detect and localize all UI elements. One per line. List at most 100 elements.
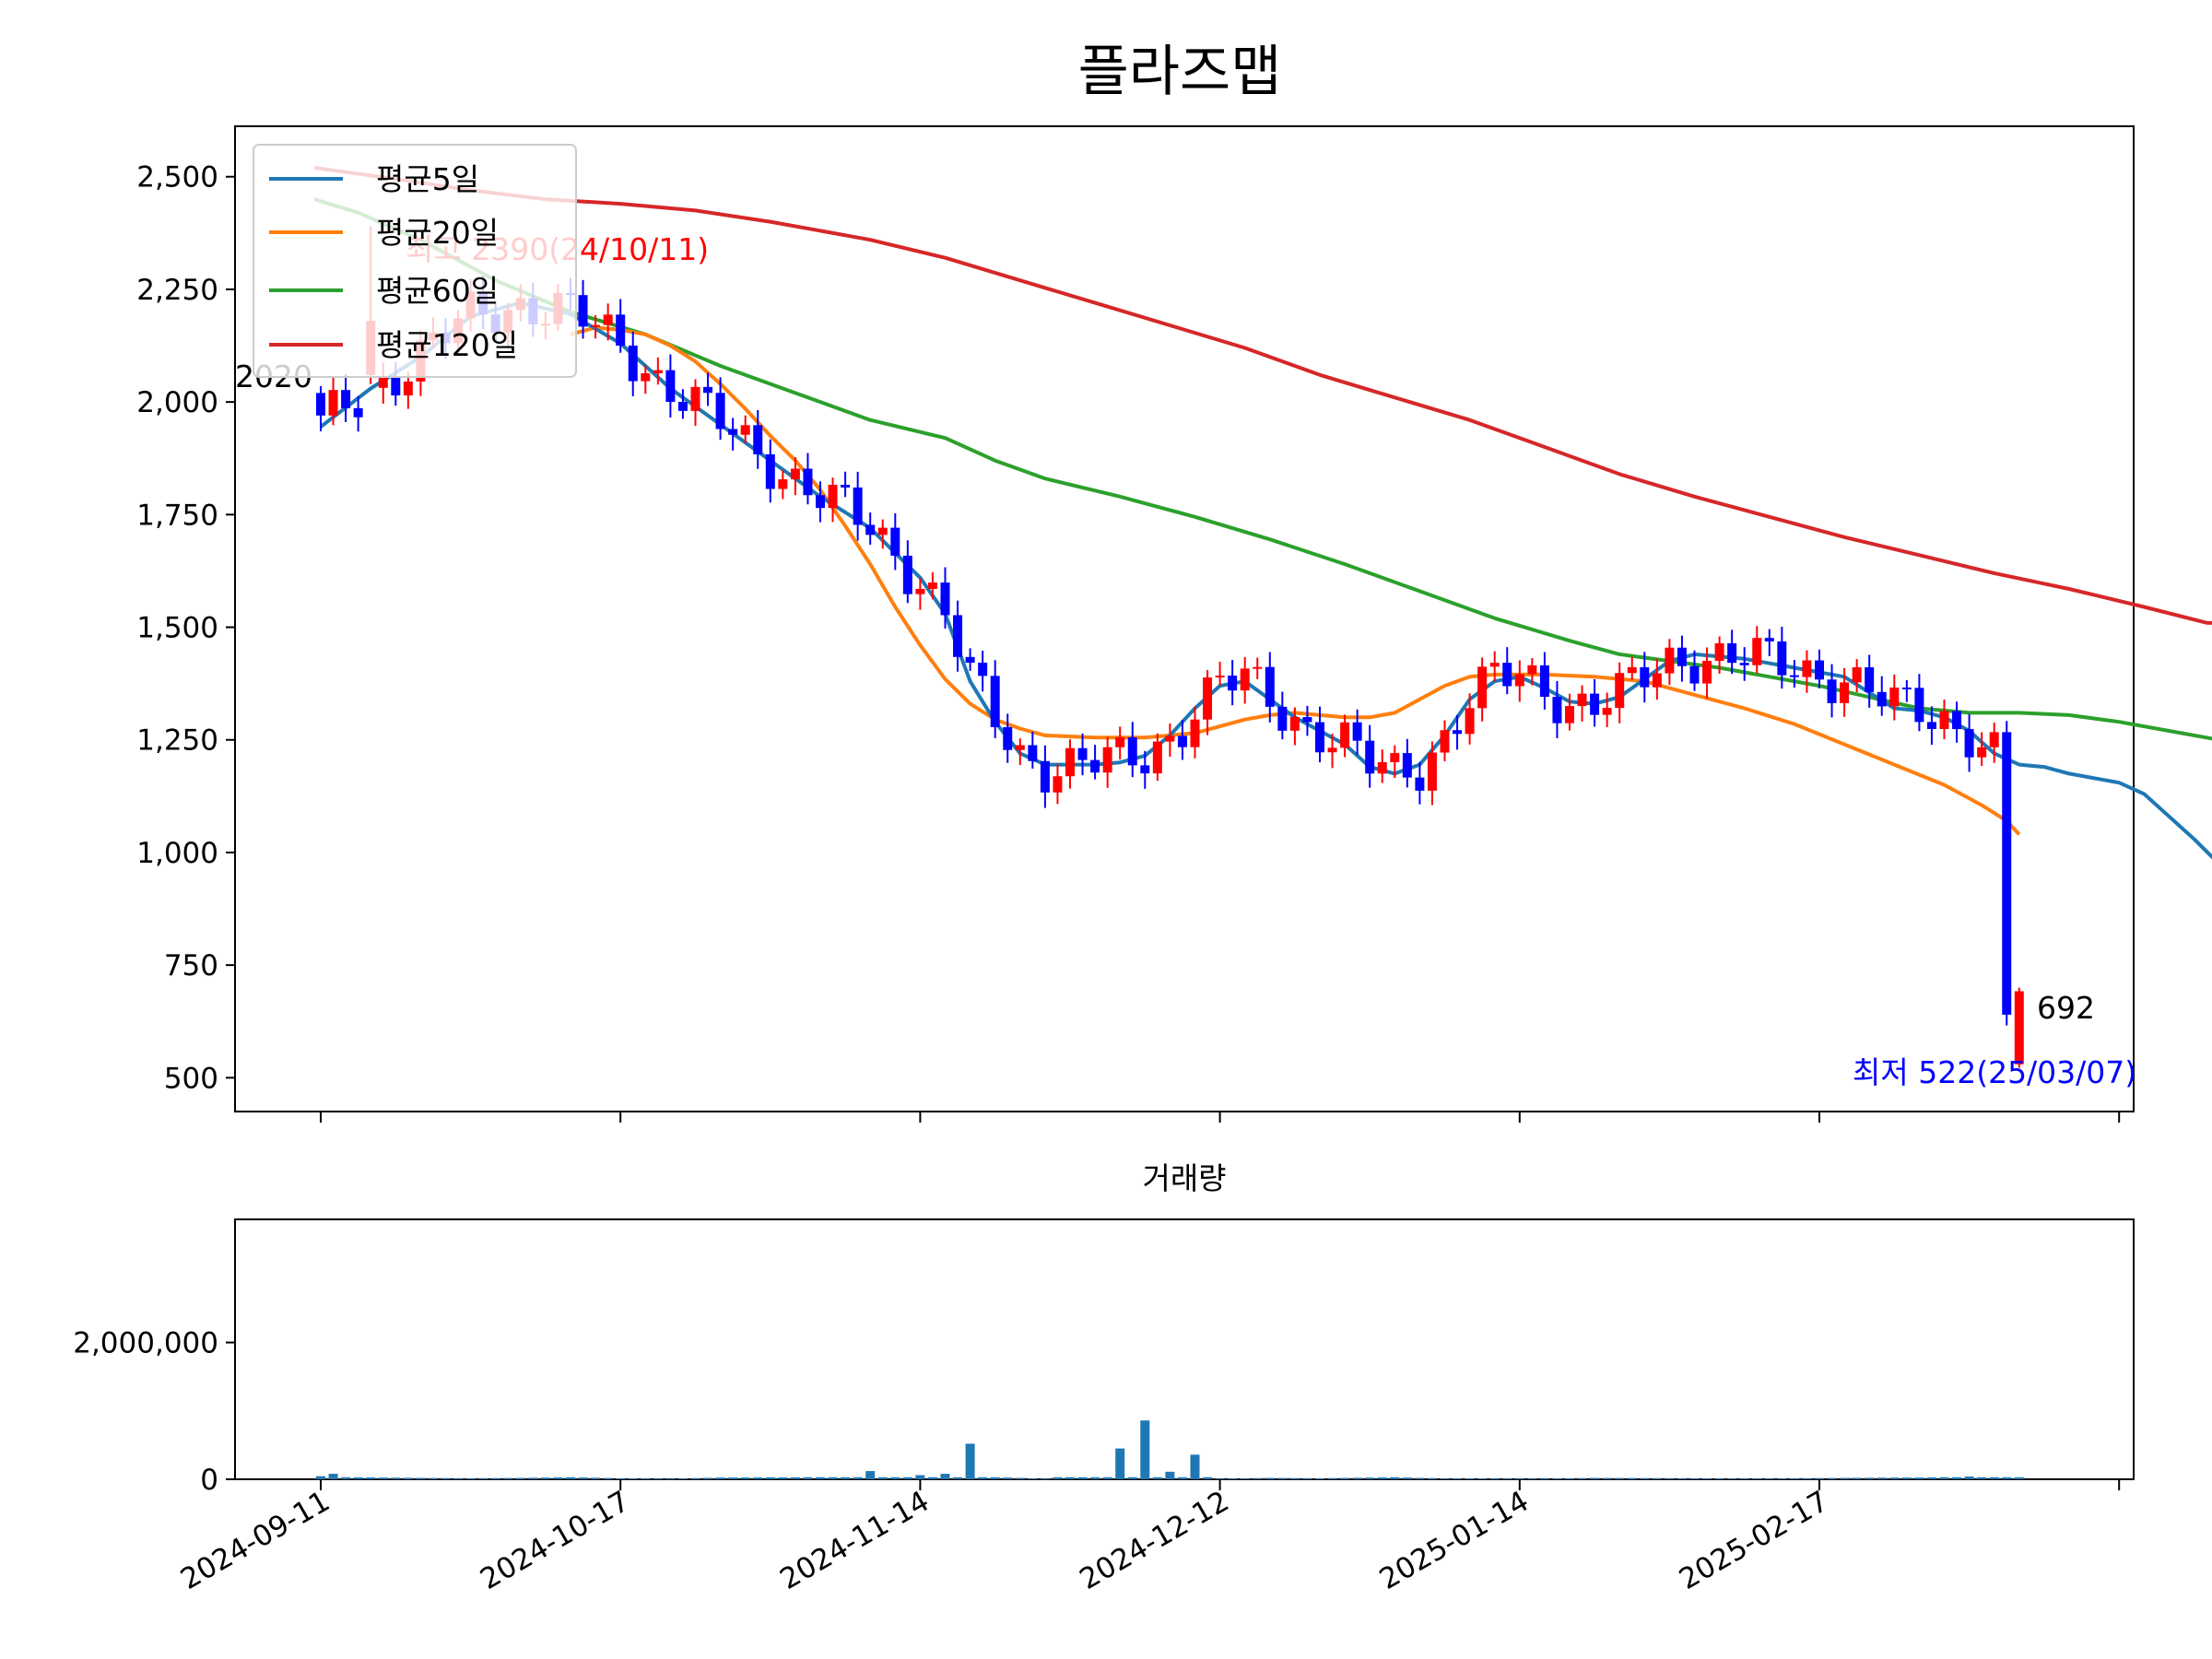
volume-bar <box>428 1477 438 1479</box>
candle-body <box>1477 666 1488 709</box>
candle-body <box>990 676 1000 727</box>
candle-body <box>1302 717 1312 723</box>
candle-body <box>1665 647 1675 674</box>
volume-bar <box>1914 1477 1924 1479</box>
volume-bar <box>1977 1477 1987 1479</box>
volume-bar <box>1302 1477 1312 1479</box>
price-ytick-label: 1,500 <box>136 612 218 645</box>
candle-body <box>1152 741 1162 774</box>
candle-body <box>1727 642 1737 664</box>
volume-bar <box>1065 1477 1075 1479</box>
low-price-label: 최저 522(25/03/07) <box>1853 1054 2136 1090</box>
volume-bar <box>1827 1477 1837 1479</box>
candle-body <box>1989 732 1999 747</box>
candle-body <box>877 527 888 535</box>
volume-bar <box>503 1477 513 1479</box>
candle-body <box>1327 747 1337 753</box>
volume-bar <box>1964 1477 1974 1479</box>
candle-body <box>1228 676 1238 691</box>
volume-bar <box>1203 1477 1213 1479</box>
volume-bar <box>915 1475 925 1479</box>
candle-body <box>816 495 825 509</box>
volume-bar <box>353 1477 363 1479</box>
volume-bar <box>1852 1477 1862 1479</box>
candle-body <box>353 407 363 418</box>
volume-bar <box>653 1478 663 1480</box>
volume-bar <box>1102 1477 1112 1479</box>
candle-body <box>1253 666 1263 669</box>
candle-body <box>778 479 788 489</box>
volume-bar <box>1240 1477 1250 1479</box>
candle-body <box>1802 660 1812 677</box>
volume-bar <box>677 1477 688 1479</box>
volume-bar <box>628 1477 638 1479</box>
volume-bar <box>1714 1477 1724 1479</box>
volume-bar <box>603 1477 613 1479</box>
candle-body <box>1964 729 1974 758</box>
volume-bar <box>1253 1477 1263 1479</box>
price-ytick-label: 2,250 <box>136 274 218 307</box>
legend-label-ma5: 평균5일 <box>376 161 479 197</box>
candle-body <box>603 314 613 325</box>
candle-body <box>1652 673 1662 688</box>
volume-bar <box>378 1477 388 1479</box>
volume-bar <box>453 1477 464 1479</box>
volume-bar <box>740 1477 750 1479</box>
volume-bar <box>1165 1471 1175 1479</box>
candle-body <box>890 527 900 556</box>
volume-bar <box>1415 1477 1425 1479</box>
candle-body <box>728 429 738 435</box>
volume-bar <box>1865 1477 1875 1479</box>
candle-body <box>1240 668 1250 691</box>
candle-body <box>1552 697 1562 724</box>
candle-body <box>953 615 963 657</box>
volume-title: 거래량 <box>1142 1160 1226 1196</box>
volume-bar <box>1665 1477 1675 1479</box>
volume-bar <box>803 1477 813 1479</box>
chart-title: 플라즈맵 <box>1078 40 1282 104</box>
candle-body <box>703 386 713 394</box>
volume-bar <box>441 1477 451 1479</box>
volume-bar <box>416 1477 426 1479</box>
candle-body <box>1053 776 1063 793</box>
legend: 평균5일 평균20일 평균60일 평균120일 <box>253 144 577 378</box>
volume-bar <box>1440 1477 1450 1479</box>
candle-body <box>1539 665 1549 698</box>
ma20-line <box>570 325 2021 836</box>
volume-bar <box>515 1477 525 1479</box>
volume-bar <box>316 1476 325 1479</box>
volume-bar <box>1152 1477 1162 1479</box>
volume-bar <box>553 1477 563 1479</box>
candle-body <box>1040 760 1050 793</box>
candle-body <box>591 324 601 327</box>
volume-bar <box>1352 1477 1362 1479</box>
candle-body <box>1315 722 1324 753</box>
volume-bar <box>1340 1477 1350 1479</box>
volume-bar <box>1989 1477 1999 1479</box>
volume-bar <box>328 1474 338 1479</box>
candle-body <box>1627 666 1637 674</box>
price-ytick-label: 1,250 <box>136 724 218 758</box>
candle-body <box>940 582 950 616</box>
volume-bar <box>1115 1448 1125 1479</box>
candle-body <box>1340 722 1350 748</box>
candle-body <box>1489 663 1500 667</box>
candle-body <box>1527 665 1537 675</box>
volume-bar <box>1815 1477 1824 1479</box>
volume-bar <box>877 1477 888 1479</box>
volume-bar <box>1215 1478 1225 1480</box>
xtick-label: 2024-12-12 <box>1075 1485 1235 1596</box>
volume-bar <box>853 1477 863 1479</box>
volume-bar <box>715 1477 725 1479</box>
volume-x-axis: 2024-09-11 2024-10-17 2024-11-14 2024-12-12… <box>175 1479 2121 1596</box>
volume-bar <box>1289 1477 1300 1479</box>
candle-body <box>391 377 401 396</box>
candle-body <box>1415 777 1425 791</box>
candle-body <box>1165 735 1175 742</box>
volume-bar <box>790 1477 800 1479</box>
volume-bar <box>927 1477 937 1479</box>
candle-body <box>1440 730 1450 753</box>
candle-body <box>1077 747 1088 760</box>
volume-bar <box>1577 1477 1587 1479</box>
candle-body <box>902 555 912 594</box>
